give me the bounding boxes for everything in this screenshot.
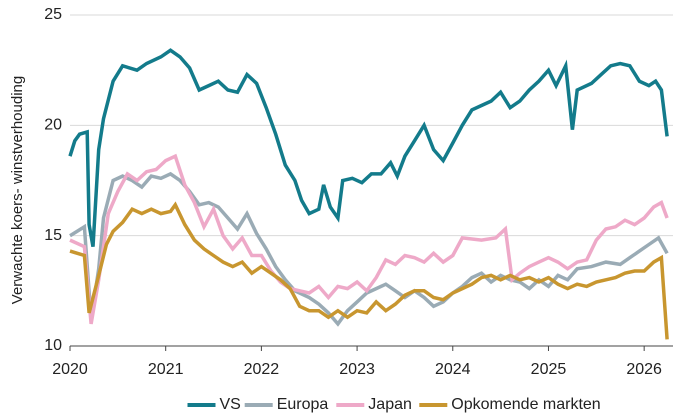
series-line <box>69 201 669 340</box>
legend-label: VS <box>220 396 241 413</box>
y-axis-label: Verwachte koers- winstverhouding <box>9 76 26 304</box>
x-tick-label: 2023 <box>339 361 375 378</box>
x-tick-label: 2020 <box>52 361 88 378</box>
y-tick-label: 25 <box>44 6 62 23</box>
x-tick-label: 2024 <box>435 361 471 378</box>
legend-label: Europa <box>277 396 329 413</box>
x-tick-label: 2022 <box>244 361 280 378</box>
legend-label: Japan <box>368 396 412 413</box>
x-tick-label: 2021 <box>148 361 184 378</box>
x-tick-label: 2025 <box>531 361 567 378</box>
y-tick-label: 10 <box>44 337 62 354</box>
y-tick-label: 15 <box>44 227 62 244</box>
x-tick-label: 2026 <box>626 361 662 378</box>
legend-label: Opkomende markten <box>451 396 600 413</box>
series-line <box>69 171 669 327</box>
y-tick-label: 20 <box>44 117 62 134</box>
series-line <box>69 153 669 325</box>
series-line <box>68 48 669 248</box>
